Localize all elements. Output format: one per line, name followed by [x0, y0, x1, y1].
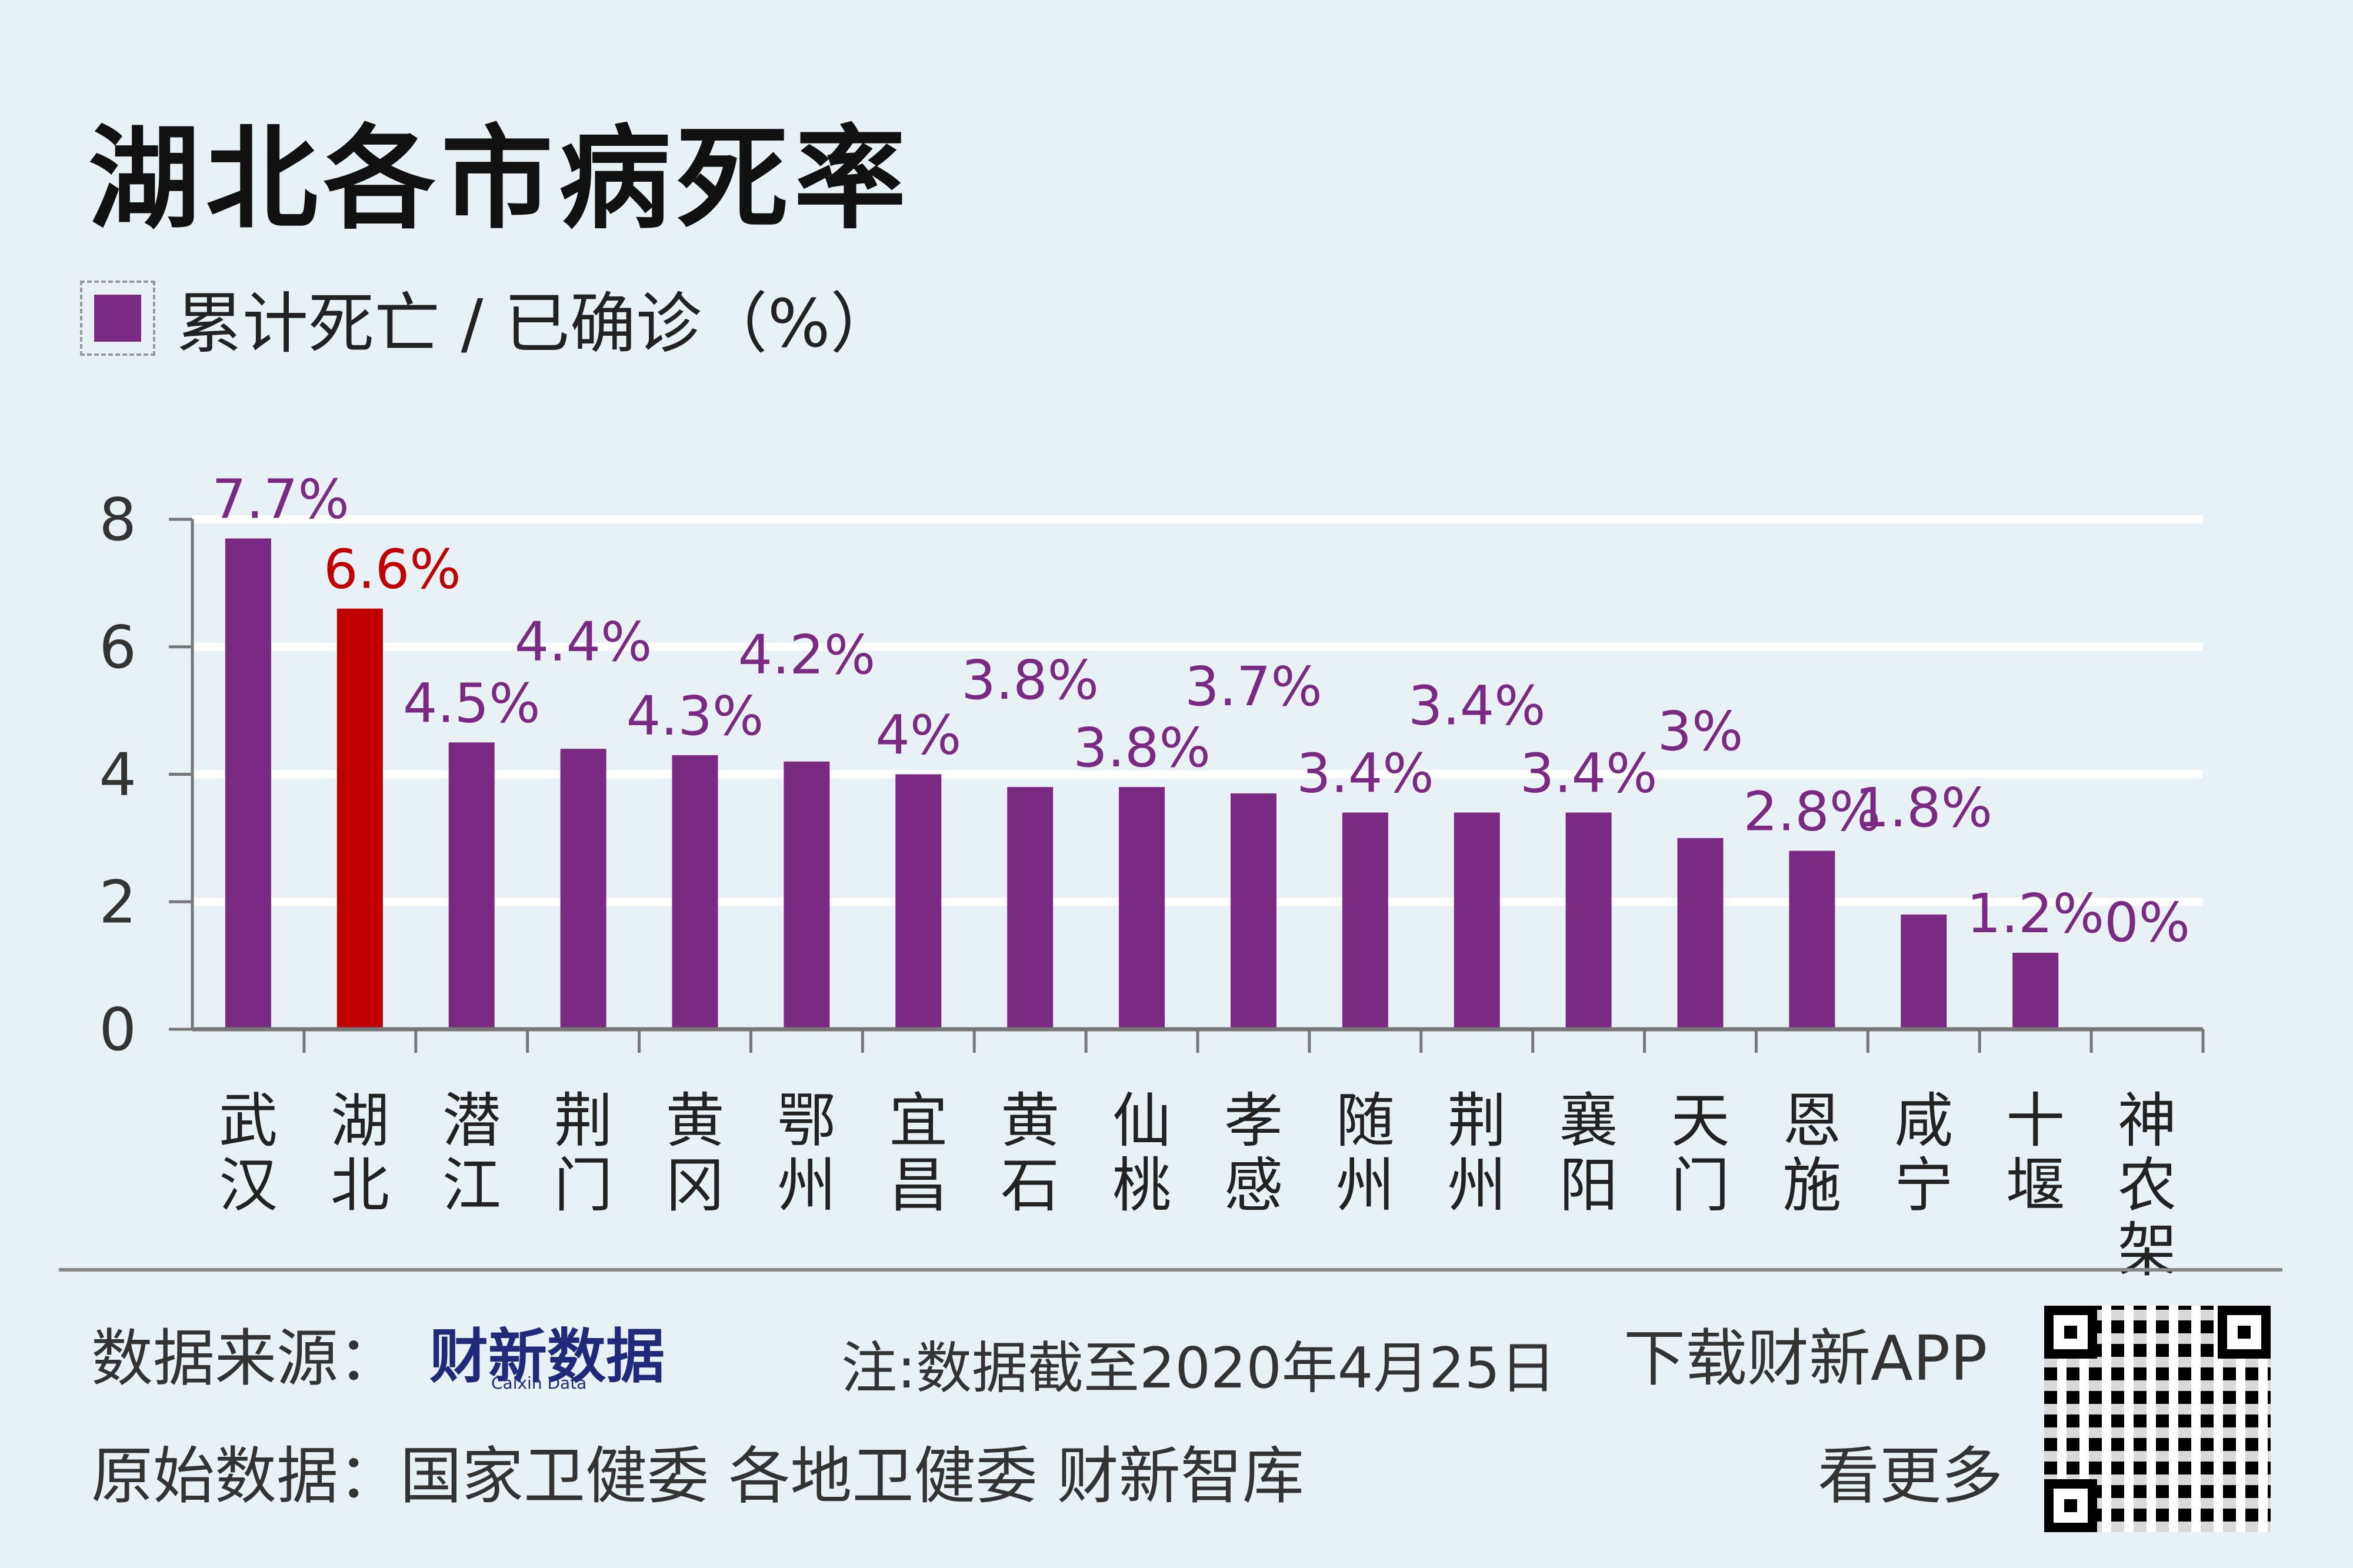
category-label: 北	[331, 1151, 389, 1220]
category-label: 汉	[219, 1151, 278, 1220]
raw-data-source: 原始数据：国家卫健委 各地卫健委 财新智库	[91, 1440, 1304, 1512]
legend-swatch	[80, 281, 155, 356]
caixin-data-logo: 财新数据	[429, 1322, 665, 1391]
data-label: 7.7%	[212, 468, 349, 531]
data-label: 1.8%	[1855, 776, 1992, 839]
data-label: 3.7%	[1185, 655, 1322, 718]
see-more-text: 看更多	[1818, 1440, 2004, 1512]
data-label: 4%	[875, 704, 961, 767]
category-label: 州	[1448, 1151, 1507, 1220]
category-label: 孝	[1224, 1086, 1283, 1155]
legend-label: 累计死亡 / 已确诊（%）	[176, 286, 896, 362]
date-note: 注:数据截至2020年4月25日	[841, 1336, 1557, 1401]
bar	[1454, 812, 1500, 1029]
data-label: 1.2%	[1967, 882, 2104, 945]
y-tick-label: 0	[99, 995, 136, 1064]
data-label: 3.4%	[1297, 742, 1434, 805]
y-tick-label: 2	[99, 868, 136, 936]
bar	[895, 774, 942, 1029]
category-label: 昌	[889, 1151, 948, 1220]
data-label: 3%	[1658, 700, 1744, 763]
category-label: 石	[1001, 1151, 1059, 1220]
bar	[336, 608, 383, 1029]
bar	[784, 761, 830, 1029]
category-label: 架	[2118, 1216, 2177, 1285]
category-label: 黄	[666, 1086, 725, 1155]
bar	[2012, 952, 2059, 1029]
category-label: 武	[219, 1086, 278, 1155]
category-label: 神	[2118, 1086, 2177, 1155]
data-label: 6.6%	[324, 538, 461, 601]
bar	[448, 742, 495, 1029]
y-tick-label: 6	[99, 613, 136, 682]
bar	[1565, 812, 1612, 1029]
data-label: 4.2%	[738, 623, 876, 686]
bar	[1230, 793, 1277, 1029]
category-label: 农	[2118, 1151, 2177, 1220]
data-label: 4.5%	[403, 672, 541, 735]
category-label: 天	[1671, 1086, 1730, 1155]
data-label: 3.8%	[1073, 716, 1211, 779]
data-label: 3.4%	[1520, 742, 1658, 805]
category-label: 咸	[1894, 1086, 1953, 1155]
data-label: 4.4%	[515, 610, 652, 673]
source-label: 数据来源：	[91, 1323, 401, 1394]
bar	[1677, 838, 1724, 1029]
category-label: 州	[1336, 1151, 1395, 1220]
category-label: 鄂	[777, 1086, 836, 1155]
category-label: 荆	[1448, 1086, 1507, 1155]
data-label: 3.8%	[961, 649, 1099, 712]
data-label: 2.8%	[1744, 780, 1881, 843]
category-label: 襄	[1559, 1086, 1618, 1155]
category-label: 恩	[1782, 1086, 1841, 1155]
category-label: 冈	[666, 1151, 725, 1220]
category-label: 堰	[2006, 1151, 2065, 1220]
category-label: 荆	[554, 1086, 613, 1155]
category-label: 十	[2006, 1086, 2065, 1155]
data-label: 3.4%	[1408, 675, 1546, 738]
category-label: 阳	[1559, 1151, 1618, 1220]
category-label: 黄	[1001, 1086, 1059, 1155]
legend: 累计死亡 / 已确诊（%）	[80, 271, 896, 366]
category-label: 湖	[331, 1086, 389, 1155]
category-label: 州	[777, 1151, 836, 1220]
category-label: 随	[1336, 1086, 1395, 1155]
y-tick-label: 4	[99, 740, 136, 809]
category-label: 仙	[1112, 1086, 1171, 1155]
category-label: 施	[1782, 1151, 1841, 1220]
category-label: 宜	[889, 1086, 948, 1155]
category-label: 江	[442, 1151, 501, 1220]
data-label: 0%	[2104, 891, 2190, 954]
download-app-text: 下载财新APP	[1624, 1323, 1988, 1394]
category-label: 潜	[442, 1086, 501, 1155]
footer-divider	[59, 1268, 2282, 1272]
bar	[1901, 914, 1947, 1029]
category-label: 门	[554, 1151, 613, 1220]
category-label: 感	[1224, 1151, 1283, 1220]
caixin-data-logo-sub: Caixin Data	[491, 1373, 587, 1393]
category-label: 宁	[1894, 1151, 1953, 1220]
bar	[225, 538, 271, 1029]
category-label: 桃	[1112, 1151, 1171, 1220]
bar	[560, 749, 606, 1029]
chart-title: 湖北各市病死率	[88, 114, 912, 244]
data-label: 4.3%	[626, 685, 764, 748]
qr-code[interactable]	[2044, 1306, 2271, 1532]
category-label: 门	[1671, 1151, 1730, 1220]
bar	[1119, 787, 1165, 1029]
bar	[1007, 787, 1054, 1029]
y-tick-label: 8	[99, 485, 136, 554]
bar	[1342, 812, 1388, 1029]
bar	[672, 755, 718, 1029]
bar	[1789, 850, 1835, 1029]
